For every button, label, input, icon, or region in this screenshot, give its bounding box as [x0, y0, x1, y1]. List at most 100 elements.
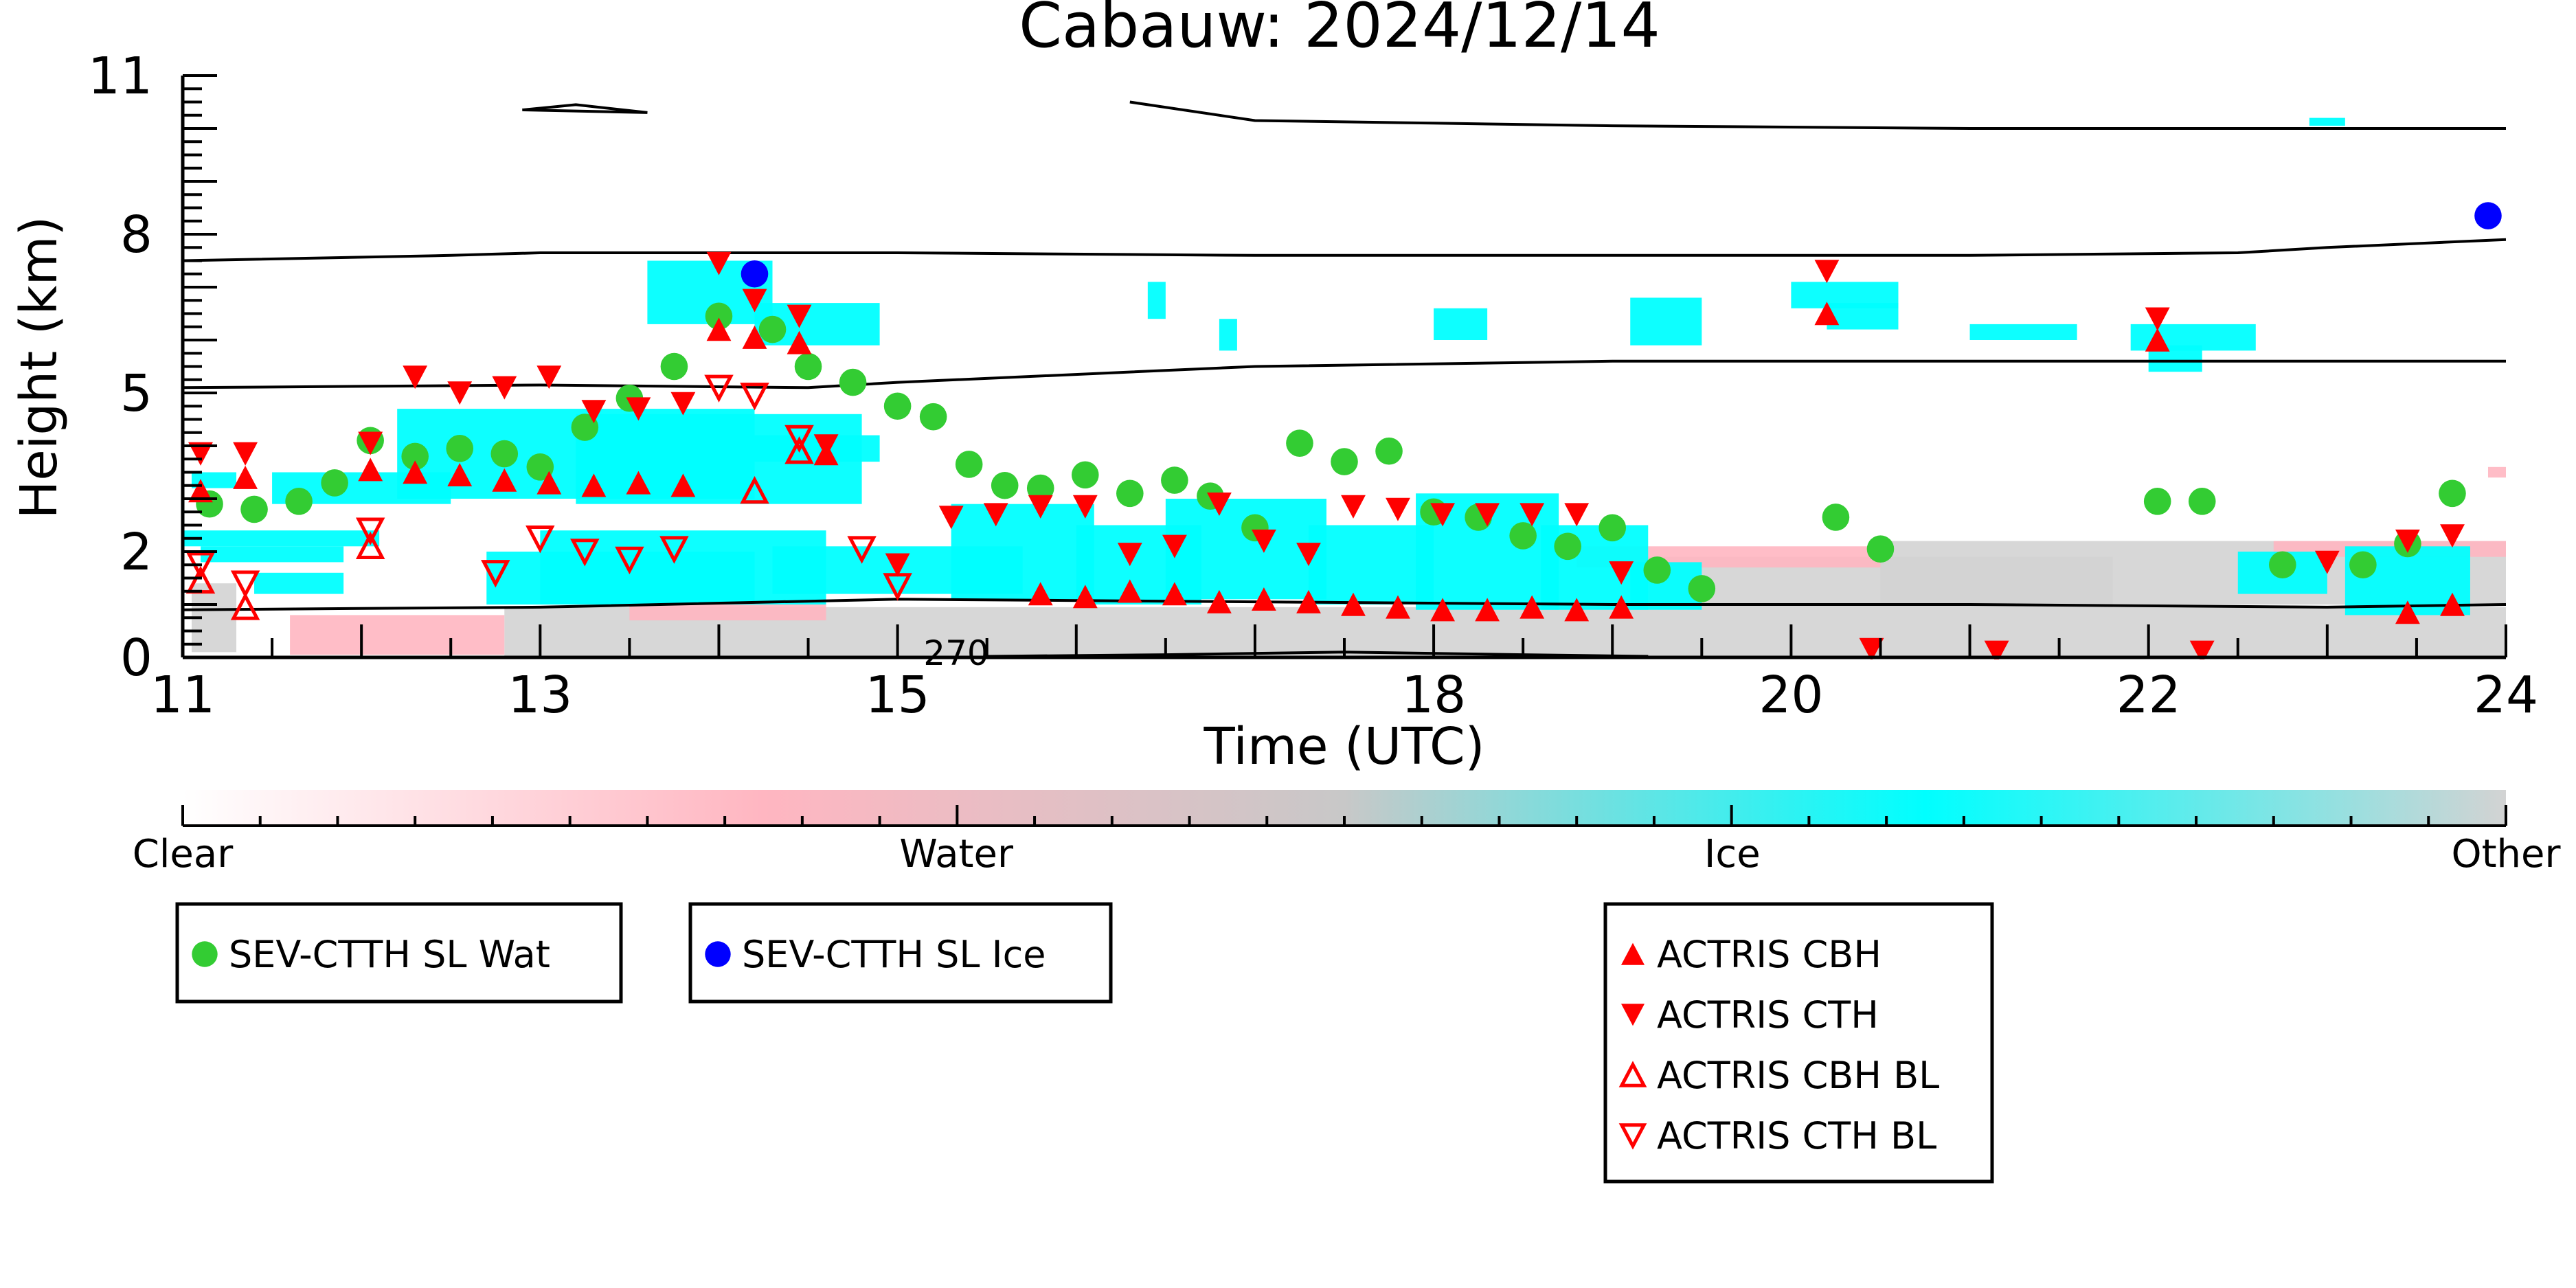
data-point [571, 414, 599, 441]
legend-frame [175, 902, 623, 1004]
x-axis-label: Time (UTC) [1203, 717, 1484, 776]
data-point [626, 397, 651, 421]
data-point [2189, 640, 2215, 659]
data-point [2474, 202, 2502, 229]
x-tick-label: 24 [2474, 666, 2538, 725]
data-point [188, 442, 213, 466]
data-point [1814, 260, 1840, 284]
y-tick-label: 11 [88, 47, 152, 106]
colorbar-label: Ice [1704, 832, 1761, 877]
data-point [1028, 495, 1053, 519]
series-actris-cbh [188, 302, 2465, 624]
legend-label: SEV-CTTH SL Wat [229, 933, 550, 976]
x-tick-label: 13 [508, 666, 572, 725]
y-axis-label: Height (km) [10, 216, 69, 519]
data-point [1251, 587, 1276, 611]
series-actris-cth-bl [185, 374, 912, 601]
data-point [2314, 550, 2340, 574]
data-point [2188, 488, 2216, 515]
series-sev-ctth-sl-ice [741, 202, 2502, 288]
chart-title: Cabauw: 2024/12/14 [1019, 0, 1660, 62]
data-point [447, 463, 473, 486]
contour-upper [183, 238, 2506, 262]
data-point [1071, 461, 1099, 489]
x-tick-label: 22 [2116, 666, 2181, 725]
data-point [706, 251, 732, 275]
data-point [740, 383, 769, 411]
legend-marker [1618, 1061, 1647, 1087]
data-point [1386, 497, 1410, 521]
y-tick-label: 5 [120, 364, 152, 423]
colorbar-label: Water [899, 832, 1014, 877]
phase-colorbar: Clear Water Ice Other [133, 790, 2561, 877]
data-point [2145, 307, 2170, 331]
cloud-region-ice [1308, 525, 1434, 605]
data-point [1296, 589, 1321, 613]
data-point [1341, 592, 1366, 616]
data-point [1564, 598, 1590, 622]
data-point [626, 471, 651, 495]
data-point [230, 592, 260, 620]
cloud-region-ice [1434, 308, 1488, 340]
legend-marker [1620, 942, 1645, 965]
data-point [1609, 595, 1634, 619]
cloud-region-ice [951, 504, 1094, 600]
data-point [1509, 522, 1537, 550]
cloud-region-water [290, 615, 505, 655]
legend-frame [1603, 902, 1994, 1184]
data-point [1162, 582, 1187, 606]
data-point [2269, 551, 2296, 579]
legend-sev-ice: SEV-CTTH SL Ice [688, 902, 1113, 1004]
y-tick-label: 0 [120, 629, 152, 688]
cloud-region-ice [1827, 303, 1899, 330]
data-point [1206, 493, 1232, 516]
cloud-region-ice [1630, 297, 1702, 346]
data-point [955, 451, 983, 478]
data-point [2349, 551, 2377, 579]
data-point [1598, 514, 1627, 542]
data-point [1475, 598, 1500, 622]
data-point [615, 546, 644, 575]
legends: SEV-CTTH SL Wat SEV-CTTH SL Ice ACTRIS CBH… [175, 902, 1994, 1184]
cloud-region-water [629, 605, 826, 621]
legend-marker [192, 941, 218, 967]
data-point [670, 392, 696, 416]
data-point [355, 531, 385, 559]
data-point [885, 553, 910, 577]
data-point [1688, 575, 1716, 602]
data-point [1026, 474, 1054, 502]
data-point [794, 352, 822, 381]
data-point [492, 376, 517, 400]
data-point [1117, 579, 1142, 603]
colorbar-label: Other [2451, 832, 2561, 877]
data-point [991, 471, 1019, 499]
data-point [813, 434, 839, 458]
legend-label: ACTRIS CBH BL [1657, 1054, 1939, 1097]
cloud-region-ice [1219, 319, 1237, 351]
data-point [847, 536, 877, 564]
contour-top [1129, 100, 2506, 130]
data-point [1519, 503, 1545, 527]
data-point [581, 473, 607, 497]
cloud-region-ice [201, 546, 344, 563]
data-point [1341, 495, 1366, 519]
cloud-region-ice [2309, 117, 2345, 126]
data-point [2440, 592, 2465, 616]
legend-actris: ACTRIS CBH ACTRIS CTH ACTRIS CBH BL ACTRIS … [1603, 902, 1994, 1184]
data-point [1028, 582, 1053, 606]
data-point [1072, 495, 1098, 519]
data-point [403, 365, 428, 389]
contour-small-loop [522, 103, 648, 114]
legend-marker [1618, 1123, 1647, 1150]
data-point [704, 374, 734, 403]
y-tick-label: 2 [120, 523, 152, 582]
data-point [1643, 556, 1671, 584]
data-point [758, 315, 787, 343]
data-point [1866, 535, 1895, 563]
cloud-region-ice [1969, 324, 2077, 340]
data-point [570, 539, 600, 567]
data-point [1375, 437, 1403, 465]
data-point [883, 392, 912, 420]
data-point [1386, 595, 1410, 619]
data-point [2439, 479, 2466, 508]
